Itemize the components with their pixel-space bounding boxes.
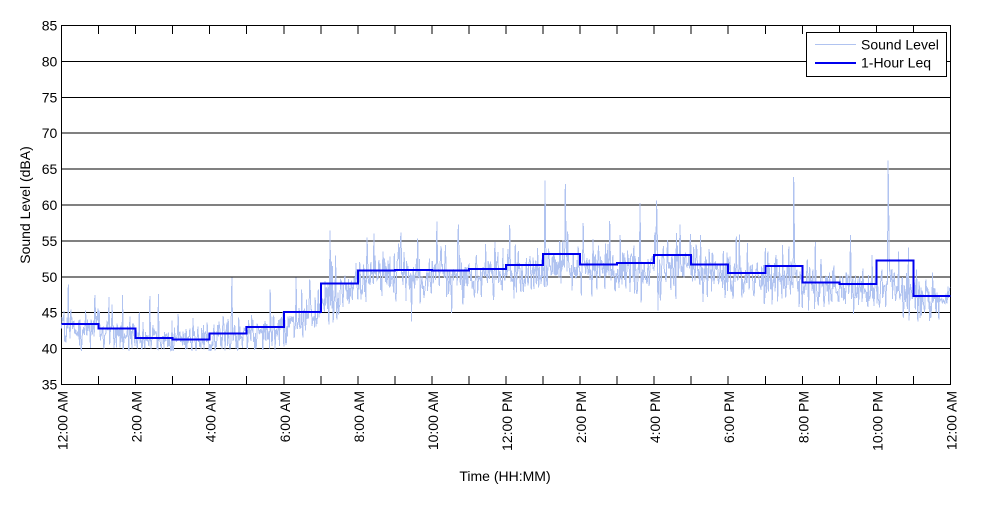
svg-text:8:00 AM: 8:00 AM	[351, 391, 367, 442]
svg-text:10:00 AM: 10:00 AM	[425, 391, 441, 450]
svg-text:70: 70	[42, 125, 58, 141]
svg-text:12:00 PM: 12:00 PM	[499, 391, 515, 451]
svg-text:40: 40	[42, 341, 58, 357]
svg-text:Time (HH:MM): Time (HH:MM)	[459, 468, 550, 484]
svg-text:2:00 AM: 2:00 AM	[129, 391, 145, 442]
svg-text:12:00 AM: 12:00 AM	[944, 391, 960, 450]
svg-text:2:00 PM: 2:00 PM	[573, 391, 589, 443]
svg-text:75: 75	[42, 89, 58, 105]
svg-text:45: 45	[42, 305, 58, 321]
svg-text:65: 65	[42, 161, 58, 177]
svg-text:85: 85	[42, 18, 58, 34]
svg-text:4:00 PM: 4:00 PM	[647, 391, 663, 443]
svg-text:8:00 PM: 8:00 PM	[795, 391, 811, 443]
svg-text:55: 55	[42, 233, 58, 249]
svg-text:35: 35	[42, 377, 58, 393]
svg-text:6:00 AM: 6:00 AM	[277, 391, 293, 442]
svg-text:50: 50	[42, 269, 58, 285]
svg-text:6:00 PM: 6:00 PM	[721, 391, 737, 443]
svg-text:60: 60	[42, 197, 58, 213]
svg-text:12:00 AM: 12:00 AM	[55, 391, 71, 450]
svg-text:4:00 AM: 4:00 AM	[203, 391, 219, 442]
svg-text:80: 80	[42, 53, 58, 69]
svg-text:1-Hour Leq: 1-Hour Leq	[861, 55, 931, 71]
svg-text:Sound Level: Sound Level	[861, 37, 939, 53]
svg-text:10:00 PM: 10:00 PM	[869, 391, 885, 451]
svg-text:Sound Level (dBA): Sound Level (dBA)	[17, 146, 33, 264]
